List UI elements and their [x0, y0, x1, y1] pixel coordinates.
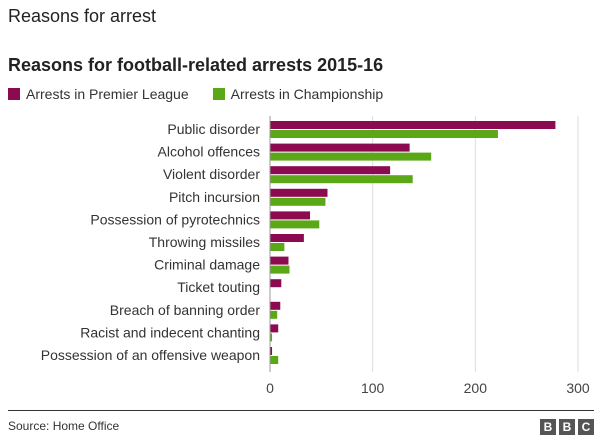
bar-premier-league [270, 166, 391, 175]
x-tick-label: 200 [464, 380, 488, 396]
page-heading: Reasons for arrest [8, 6, 157, 26]
legend-swatch-championship [212, 88, 225, 100]
bar-championship [270, 356, 279, 364]
source-note: Source: Home Office [8, 419, 120, 433]
legend-item-championship: Arrests in Championship [212, 86, 384, 102]
category-label: Possession of pyrotechnics [90, 211, 260, 227]
chart-legend: Arrests in Premier League Arrests in Cha… [8, 86, 407, 102]
chart-title: Reasons for football-related arrests 201… [8, 55, 384, 75]
bbc-logo: B B C [540, 419, 594, 435]
category-label: Ticket touting [177, 279, 260, 295]
legend-label-championship: Arrests in Championship [230, 86, 384, 102]
x-tick-label: 300 [566, 380, 590, 396]
category-label: Public disorder [167, 121, 260, 137]
bbc-logo-letter: C [578, 419, 594, 435]
bbc-logo-letter: B [559, 419, 575, 435]
category-label: Racist and indecent chanting [80, 324, 260, 340]
bar-championship [270, 243, 285, 251]
legend-item-premier-league: Arrests in Premier League [8, 86, 189, 102]
bar-premier-league [270, 324, 279, 333]
bar-championship [270, 197, 326, 206]
bar-championship [270, 220, 320, 229]
bar-premier-league [270, 234, 304, 242]
category-label: Pitch incursion [169, 189, 260, 205]
bar-championship [270, 152, 432, 161]
category-label: Throwing missiles [149, 234, 260, 250]
bar-chart: 0 100 200 300 Public disorder Alcohol offence… [41, 116, 590, 396]
legend-swatch-premier-league [8, 88, 20, 100]
bar-premier-league [270, 301, 281, 310]
bar-premier-league [270, 121, 556, 129]
footer-divider [8, 410, 594, 411]
x-tick-label: 0 [266, 380, 274, 396]
bar-premier-league [270, 256, 289, 265]
bar-premier-league [270, 143, 410, 152]
x-tick-label: 100 [361, 380, 385, 396]
category-label: Violent disorder [163, 166, 260, 182]
bar-championship [270, 130, 498, 138]
bar-championship [270, 333, 273, 342]
bar-premier-league [270, 188, 328, 197]
category-label: Breach of banning order [110, 302, 261, 318]
category-label: Possession of an offensive weapon [41, 347, 260, 363]
bar-premier-league [270, 279, 282, 288]
bar-premier-league [270, 347, 273, 355]
bar-premier-league [270, 211, 311, 220]
category-label: Alcohol offences [158, 144, 260, 160]
legend-label-premier-league: Arrests in Premier League [26, 86, 189, 102]
bar-championship [270, 310, 278, 319]
bar-championship [270, 265, 290, 274]
bbc-logo-letter: B [540, 419, 556, 435]
bar-championship [270, 175, 413, 184]
category-label: Criminal damage [154, 257, 260, 273]
